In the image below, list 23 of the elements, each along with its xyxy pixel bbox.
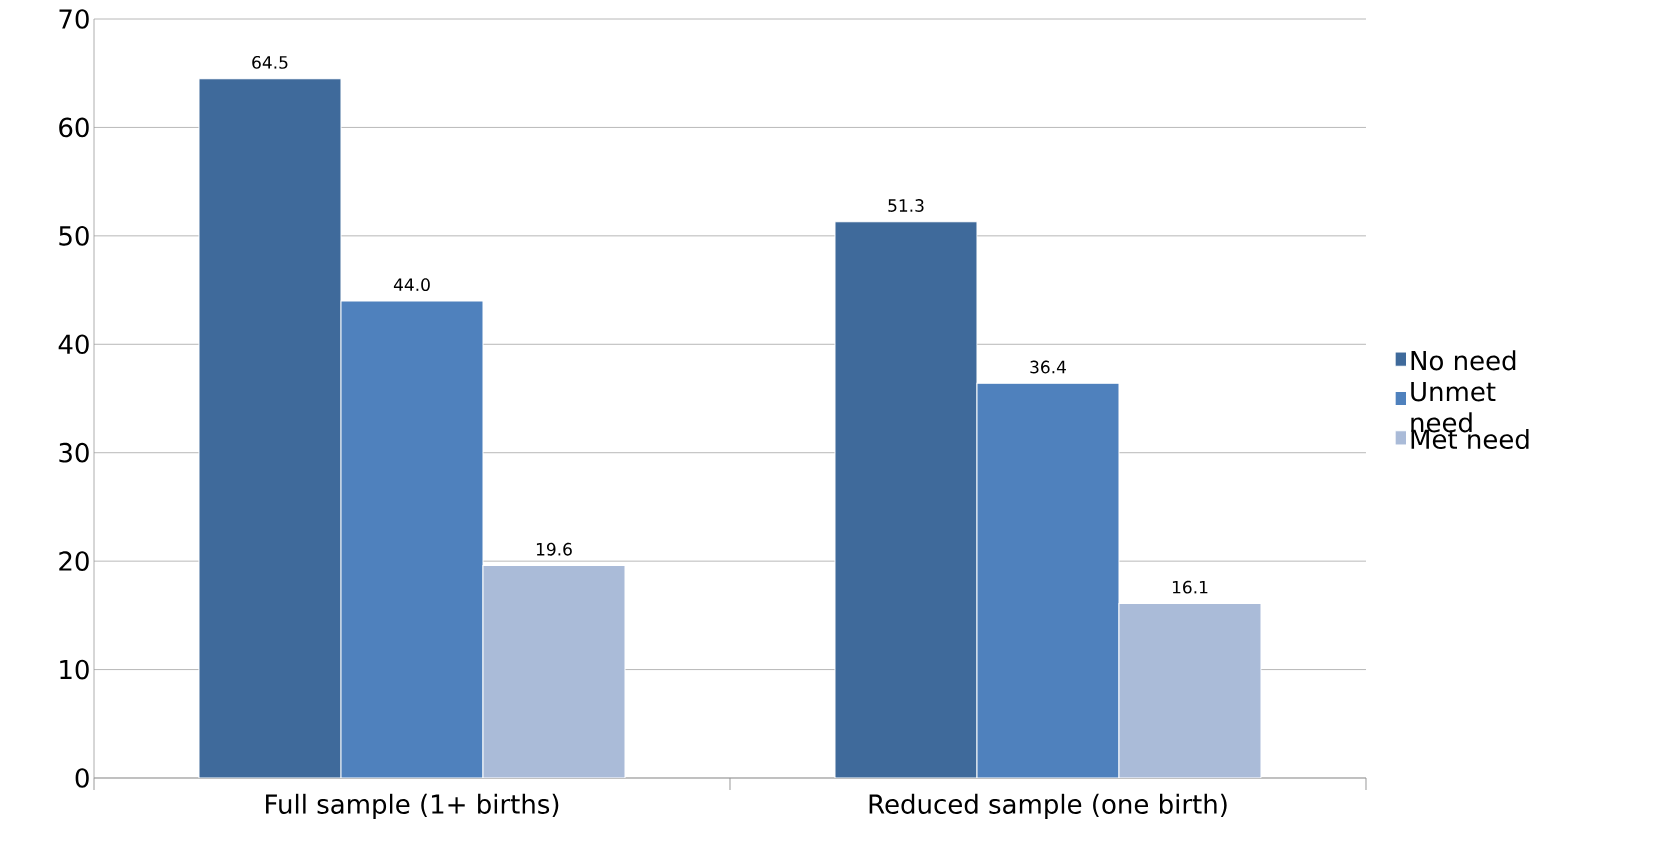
bar <box>198 78 342 778</box>
x-tick-label: Full sample (1+ births) <box>266 793 559 819</box>
y-tick-label: 30 <box>59 442 89 463</box>
y-tick-label: 10 <box>60 659 89 680</box>
data-label: 19.6 <box>536 542 572 556</box>
y-tick-label: 20 <box>59 551 89 571</box>
y-tick-label: 0 <box>75 768 89 788</box>
bar <box>834 221 978 778</box>
y-tick-label: 60 <box>59 117 89 138</box>
y-tick-label: 50 <box>59 226 89 246</box>
legend-label: No need <box>1411 350 1516 371</box>
y-tick-label: 40 <box>58 334 89 355</box>
bar <box>976 382 1120 778</box>
data-label: 64.5 <box>252 55 288 69</box>
data-label: 44.0 <box>393 278 430 292</box>
y-tick-label: 70 <box>59 9 89 29</box>
bar <box>482 564 626 778</box>
bar <box>340 300 484 778</box>
data-label: 36.4 <box>1030 360 1066 374</box>
bar <box>1118 602 1262 778</box>
data-label: 51.3 <box>888 199 924 212</box>
data-label: 16.1 <box>1172 580 1208 594</box>
x-tick-label: Reduced sample (one birth) <box>869 793 1227 819</box>
